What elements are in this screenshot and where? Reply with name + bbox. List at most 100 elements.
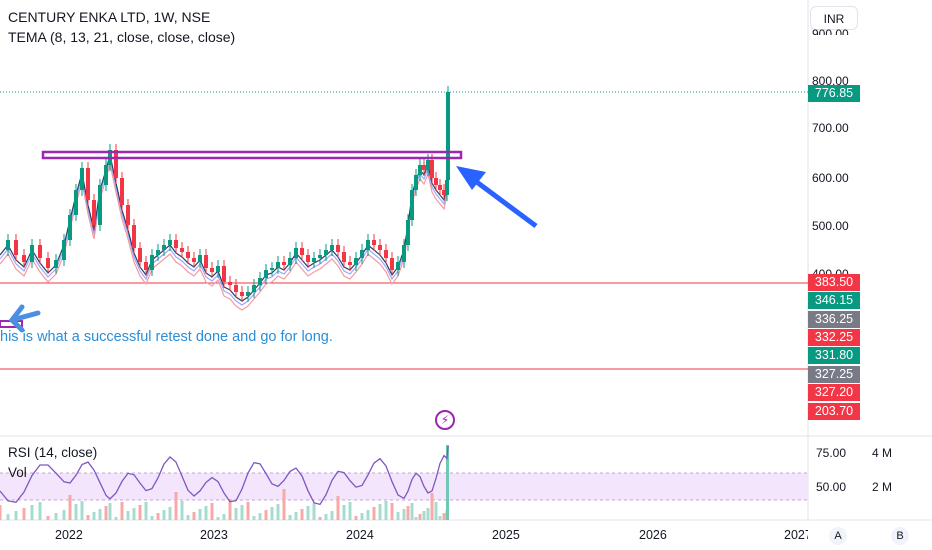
candle: [294, 248, 298, 258]
volume-bar: [30, 505, 34, 520]
candle: [186, 252, 190, 258]
volume-bar: [354, 516, 358, 520]
volume-tick: 2 M: [872, 480, 893, 494]
volume-bar: [0, 505, 2, 520]
candle: [92, 200, 96, 225]
volume-bar: [150, 516, 154, 520]
symbol-title[interactable]: CENTURY ENKA LTD, 1W, NSE: [8, 9, 211, 25]
candle: [430, 160, 434, 178]
resistance-box: [41, 150, 463, 160]
candle: [86, 168, 90, 200]
volume-bar: [114, 517, 118, 520]
indicator-legend[interactable]: TEMA (8, 13, 21, close, close, close): [8, 29, 236, 45]
price-tag: 331.80: [808, 347, 860, 364]
volume-bar: [192, 512, 196, 520]
candle: [114, 150, 118, 178]
volume-bar: [306, 506, 310, 520]
candle: [270, 268, 274, 270]
candle: [366, 240, 370, 250]
candle: [276, 262, 280, 268]
candle: [144, 262, 148, 270]
candle: [336, 245, 340, 252]
volume-bar: [198, 509, 202, 520]
volume-bar: [252, 516, 256, 520]
candle: [434, 178, 438, 185]
volume-bar-spike: [446, 445, 449, 520]
volume-bar: [258, 513, 262, 520]
volume-bar: [74, 504, 78, 520]
volume-legend[interactable]: Vol: [8, 465, 27, 480]
volume-bar: [426, 508, 430, 520]
time-axis-label: 2025: [492, 528, 520, 542]
currency-button[interactable]: INR: [810, 6, 858, 30]
volume-bar: [240, 505, 244, 520]
volume-bar: [312, 503, 316, 520]
candle: [246, 292, 250, 296]
volume-bar: [104, 506, 108, 520]
b-button[interactable]: B: [891, 527, 909, 545]
time-axis-label: 2024: [346, 528, 374, 542]
volume-bar: [442, 513, 446, 520]
volume-bar: [434, 502, 438, 520]
candle: [30, 245, 34, 262]
candle: [318, 255, 322, 258]
volume-bar: [410, 503, 414, 520]
volume-bar: [378, 504, 382, 520]
candle: [306, 255, 310, 262]
volume-bar: [324, 514, 328, 520]
price-tick: 700.00: [812, 121, 849, 135]
volume-tick: 4 M: [872, 446, 893, 460]
volume-bar: [68, 495, 72, 520]
candle: [80, 168, 84, 190]
candle: [210, 268, 214, 272]
volume-bar: [348, 502, 352, 520]
price-tag: 327.20: [808, 384, 860, 401]
candle: [234, 285, 238, 292]
volume-bar: [62, 510, 66, 520]
candle: [126, 205, 130, 225]
price-tick-partial: 900.00: [812, 27, 849, 35]
rsi-legend[interactable]: RSI (14, close): [8, 445, 98, 460]
volume-bar: [270, 507, 274, 520]
time-axis-label: 2026: [639, 528, 667, 542]
candle: [14, 240, 18, 255]
volume-bar: [180, 501, 184, 520]
candle: [258, 278, 262, 285]
volume-bar: [330, 511, 334, 520]
volume-bar: [396, 512, 400, 520]
volume-bar: [216, 517, 220, 520]
candle: [204, 255, 208, 268]
candle: [98, 185, 102, 225]
price-tag: 346.15: [808, 292, 860, 309]
rsi-tick: 50.00: [816, 480, 847, 494]
volume-bar: [120, 502, 124, 520]
chart-annotation-text[interactable]: his is what a successful retest done and…: [0, 329, 333, 345]
candle: [104, 165, 108, 185]
volume-bar: [54, 513, 58, 520]
candle: [300, 248, 304, 255]
rsi-tick: 75.00: [816, 446, 847, 460]
volume-bar: [336, 496, 340, 520]
candle: [168, 240, 172, 245]
candle: [312, 258, 316, 262]
candle: [162, 245, 166, 250]
volume-bar: [264, 510, 268, 520]
lightning-event-icon[interactable]: ⚡: [435, 410, 455, 430]
candle: [354, 258, 358, 265]
candle: [180, 248, 184, 252]
candle: [156, 250, 160, 255]
volume-bar: [418, 514, 422, 520]
volume-bar: [384, 501, 388, 520]
volume-bar: [144, 502, 148, 520]
candle: [418, 165, 422, 175]
auto-scale-button[interactable]: A: [829, 527, 847, 545]
candle: [120, 178, 124, 205]
candle: [384, 250, 388, 258]
candle: [252, 285, 256, 292]
candle: [324, 250, 328, 255]
volume-bar: [156, 513, 160, 520]
candle: [132, 225, 136, 248]
volume-bar: [366, 510, 370, 520]
